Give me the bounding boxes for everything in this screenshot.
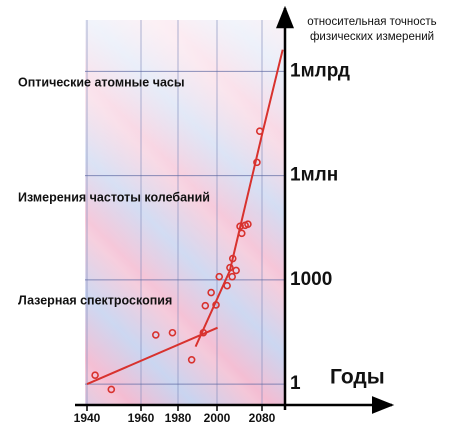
- x-tick-label: 1960: [128, 411, 155, 425]
- x-tick-label: 1940: [74, 411, 101, 425]
- data-point: [199, 328, 208, 337]
- y-tick-label: 1млн: [290, 165, 338, 186]
- data-point: [255, 127, 264, 135]
- data-point: [232, 266, 240, 275]
- data-point: [168, 328, 177, 337]
- data-point: [244, 220, 252, 228]
- data-point: [107, 385, 116, 394]
- trend-line: [86, 326, 218, 386]
- x-tick-label: 1980: [165, 411, 192, 425]
- data-point: [91, 371, 99, 380]
- data-point: [212, 301, 220, 309]
- annotation: Оптические атомные часы: [18, 75, 185, 89]
- annotation: Лазерная спектроскопия: [18, 293, 172, 307]
- data-point: [152, 331, 160, 339]
- data-point: [201, 301, 210, 310]
- data-point: [226, 263, 234, 272]
- data-point: [237, 229, 246, 238]
- y-tick-label: 1: [290, 373, 301, 394]
- y-title: относительная точность: [307, 16, 436, 28]
- data-point: [187, 355, 196, 364]
- y-tick-label: 1000: [290, 269, 332, 290]
- y-title: физических измерений: [310, 31, 434, 43]
- data-point: [253, 158, 261, 167]
- x-tick-label: 2080: [249, 411, 276, 425]
- data-point: [207, 288, 215, 297]
- x-tick-label: 2000: [204, 411, 231, 425]
- data-point: [223, 281, 231, 290]
- y-tick-label: 1млрд: [290, 60, 350, 81]
- data-point: [228, 272, 236, 281]
- data-point: [228, 254, 237, 263]
- trend-line: [194, 49, 284, 348]
- annotation: Измерения частоты колебаний: [18, 190, 210, 204]
- data-point: [215, 272, 224, 281]
- x-title: Годы: [330, 366, 385, 389]
